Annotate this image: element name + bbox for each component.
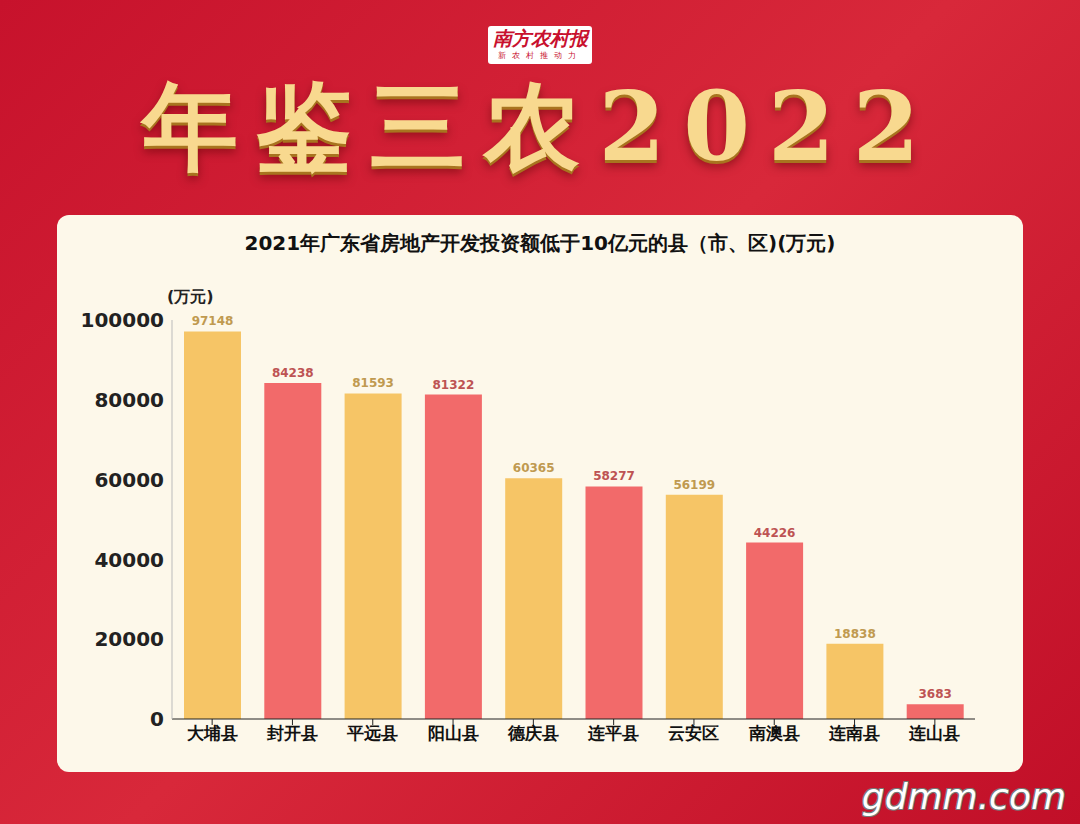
html-text:(万元): (万元) <box>167 287 214 306</box>
html-text:新农村推动力: 新农村推动力 <box>498 51 582 60</box>
svg-text:80000: 80000 <box>94 388 164 412</box>
svg-text:云安区: 云安区 <box>668 723 719 743</box>
html-text:年鉴三农2022: 年鉴三农2022 <box>142 70 938 183</box>
svg-text:18838: 18838 <box>834 627 876 641</box>
svg-text:60000: 60000 <box>94 468 164 492</box>
svg-text:84238: 84238 <box>272 366 314 380</box>
svg-text:阳山县: 阳山县 <box>428 723 479 743</box>
html-text:gdmm.com: gdmm.com <box>861 776 1066 817</box>
svg-text:连平县: 连平县 <box>587 723 639 743</box>
svg-text:100000: 100000 <box>81 308 165 332</box>
svg-text:0: 0 <box>150 707 164 731</box>
svg-text:81593: 81593 <box>352 376 394 390</box>
html-text:2021年广东省房地产开发投资额低于10亿元的县（市、区)(: 2021年广东省房地产开发投资额低于10亿元的县（市、区)(万元) <box>244 231 836 255</box>
svg-text:连山县: 连山县 <box>908 723 960 743</box>
svg-text:大埔县: 大埔县 <box>187 723 238 743</box>
svg-text:58277: 58277 <box>593 469 635 483</box>
svg-text:97148: 97148 <box>192 314 234 328</box>
svg-text:连南县: 连南县 <box>828 723 880 743</box>
svg-text:44226: 44226 <box>754 526 796 540</box>
html-text:南方农村报: 南方农村报 <box>492 27 588 49</box>
svg-text:平远县: 平远县 <box>346 723 398 743</box>
svg-text:20000: 20000 <box>94 627 164 651</box>
svg-text:60365: 60365 <box>513 461 555 475</box>
svg-text:40000: 40000 <box>94 548 164 572</box>
svg-text:81322: 81322 <box>433 378 475 392</box>
svg-text:南澳县: 南澳县 <box>748 723 800 743</box>
svg-text:3683: 3683 <box>918 687 951 701</box>
svg-text:德庆县: 德庆县 <box>507 723 559 743</box>
svg-text:56199: 56199 <box>673 478 715 492</box>
svg-text:封开县: 封开县 <box>266 723 318 743</box>
